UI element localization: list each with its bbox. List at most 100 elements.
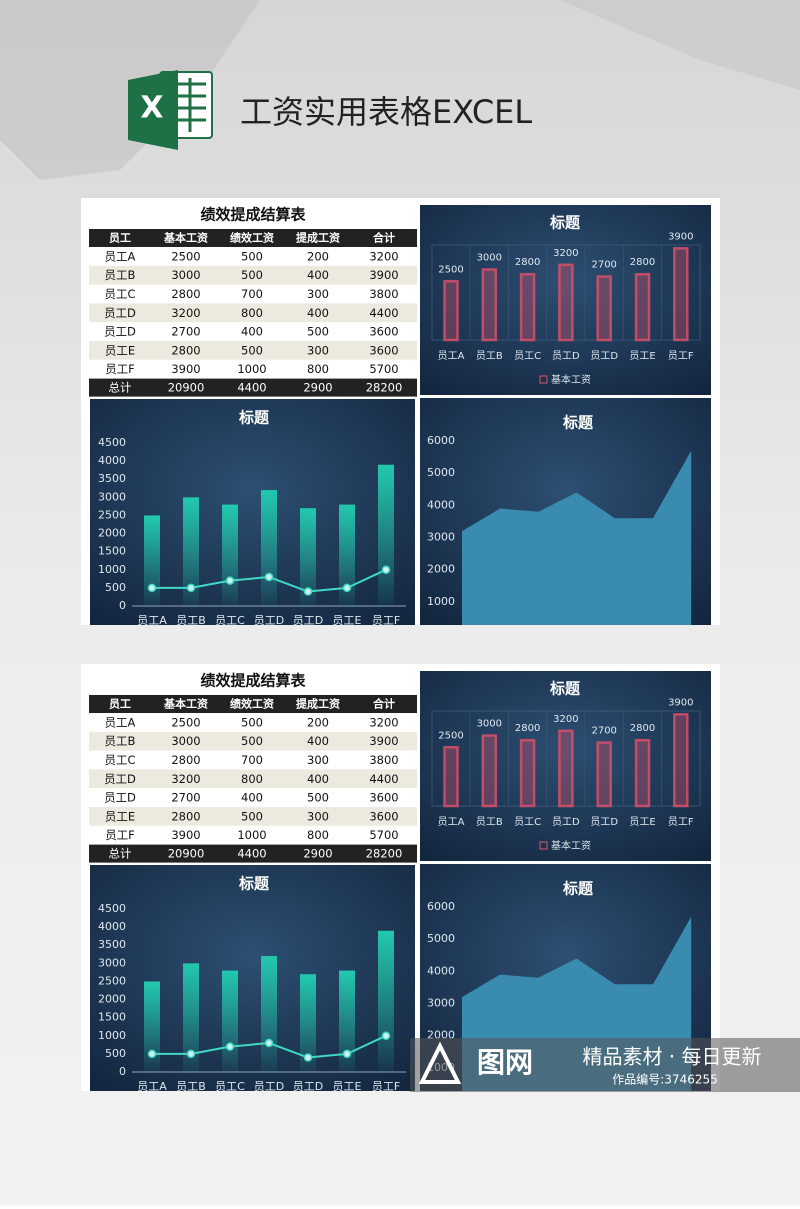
- bar: [378, 930, 394, 1072]
- bar: [519, 272, 536, 342]
- value-label: 3900: [668, 697, 693, 708]
- value-label: 3000: [477, 253, 502, 264]
- value-label: 2500: [438, 730, 463, 741]
- y-tick-label: 4000: [427, 964, 455, 977]
- table-title: 绩效提成结算表: [200, 672, 306, 690]
- table-total-cell: 28200: [366, 847, 403, 861]
- bar: [339, 504, 355, 606]
- table-cell: 员工D: [104, 306, 136, 320]
- bar: [183, 497, 199, 606]
- table-header-bg: [89, 229, 417, 247]
- line-point: [264, 1038, 274, 1048]
- table-cell: 员工E: [105, 343, 135, 357]
- line-point: [147, 1049, 157, 1059]
- table-total-cell: 4400: [237, 847, 266, 861]
- bar: [596, 741, 612, 808]
- table-cell: 500: [241, 734, 263, 748]
- x-tick-label: 员工D: [590, 350, 618, 362]
- x-tick-label: 员工A: [438, 816, 465, 828]
- x-tick-label: 员工D: [590, 816, 618, 828]
- y-tick-label: 3000: [427, 531, 455, 544]
- table-row-bg: [89, 247, 417, 266]
- watermark-logo: 图网: [477, 1046, 533, 1079]
- x-tick-label: 员工A: [438, 350, 465, 362]
- table-cell: 员工C: [104, 753, 135, 767]
- x-tick-label: 员工B: [176, 614, 206, 627]
- column-header: 合计: [373, 697, 395, 711]
- y-tick-label: 5000: [427, 932, 455, 945]
- table-cell: 2500: [171, 249, 200, 263]
- value-label: 2800: [630, 257, 655, 268]
- bar: [596, 275, 612, 342]
- x-tick-label: 员工A: [137, 1080, 167, 1093]
- column-header: 提成工资: [296, 697, 340, 711]
- table-cell: 200: [307, 715, 329, 729]
- column-header: 绩效工资: [230, 697, 274, 711]
- logo-letter: X: [140, 91, 163, 126]
- table-row-bg: [89, 284, 417, 304]
- table-total-cell: 2900: [303, 847, 332, 861]
- table-cell: 800: [241, 772, 263, 786]
- bar: [339, 970, 355, 1072]
- line-point: [186, 583, 196, 593]
- legend-swatch: [539, 841, 548, 850]
- table-cell: 400: [307, 268, 329, 282]
- table-cell: 员工C: [104, 287, 135, 301]
- table-row-bg: [89, 788, 417, 807]
- x-tick-label: 员工F: [668, 816, 694, 828]
- table-cell: 3200: [171, 772, 200, 786]
- excel-logo: X: [128, 70, 213, 150]
- value-label: 2700: [591, 260, 616, 271]
- y-tick-label: 0: [119, 599, 126, 612]
- bar: [634, 738, 651, 808]
- y-tick-label: 500: [105, 581, 126, 594]
- value-label: 2500: [438, 264, 463, 275]
- value-label: 3200: [553, 248, 578, 259]
- table-total-bg: [89, 378, 417, 397]
- bar: [222, 970, 238, 1072]
- table-total-bg: [89, 844, 417, 863]
- table-row-bg: [89, 359, 417, 379]
- column-header: 员工: [109, 698, 131, 711]
- chart-title: 标题: [562, 414, 594, 432]
- column-header: 合计: [373, 231, 395, 245]
- x-tick-label: 员工E: [333, 1080, 362, 1093]
- y-tick-label: 1500: [98, 545, 126, 558]
- table-cell: 500: [241, 343, 263, 357]
- x-tick-label: 员工E: [629, 350, 655, 362]
- y-tick-label: 6000: [427, 434, 455, 447]
- table-cell: 5700: [369, 362, 398, 376]
- value-label: 3000: [477, 719, 502, 730]
- line-point: [303, 587, 313, 596]
- y-tick-label: 4000: [427, 498, 455, 511]
- line-point: [342, 1049, 352, 1059]
- table-header-bg: [89, 695, 417, 713]
- table-cell: 员工D: [104, 325, 136, 339]
- chart: 标题 0 500 1000 1500 2000 2500 3000 3500 4000 4500 员工…: [90, 399, 415, 627]
- table-cell: 员工F: [105, 828, 135, 842]
- column-header: 绩效工资: [230, 231, 274, 245]
- table-cell: 1000: [237, 362, 266, 376]
- table-total-cell: 20900: [168, 381, 205, 395]
- bar: [443, 280, 459, 342]
- value-label: 3200: [553, 714, 578, 725]
- table-cell: 500: [241, 249, 263, 263]
- chart-background: [90, 399, 415, 625]
- line-point: [381, 1031, 391, 1041]
- table-cell: 员工B: [105, 734, 136, 748]
- x-tick-label: 员工E: [629, 816, 655, 828]
- y-tick-label: 0: [119, 1065, 126, 1078]
- value-label: 3900: [668, 231, 693, 242]
- y-tick-label: 1000: [98, 1029, 126, 1042]
- chart-title: 标题: [562, 880, 594, 898]
- table-cell: 500: [241, 809, 263, 823]
- watermark-band: [410, 1038, 800, 1092]
- chart-background: [420, 205, 711, 395]
- table-cell: 3600: [369, 809, 398, 823]
- table-cell: 800: [307, 828, 329, 842]
- legend-label: 基本工资: [551, 839, 591, 852]
- x-tick-label: 员工D: [254, 1080, 284, 1093]
- table-cell: 3000: [171, 734, 200, 748]
- x-tick-label: 员工D: [293, 1080, 323, 1093]
